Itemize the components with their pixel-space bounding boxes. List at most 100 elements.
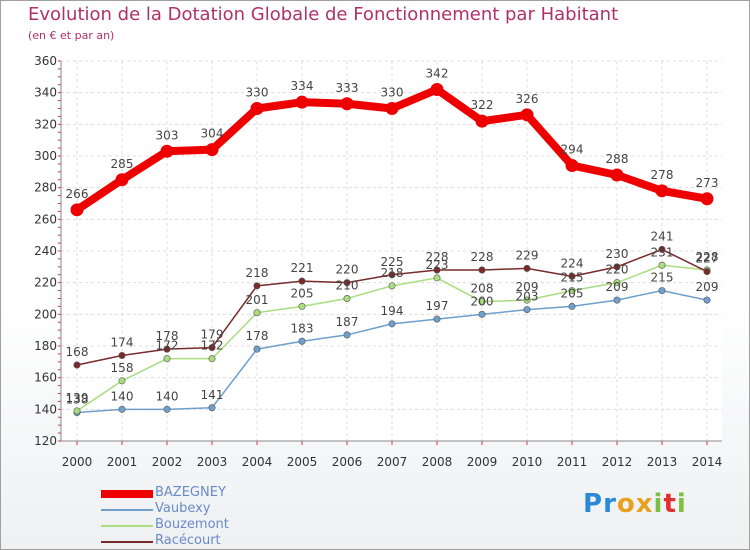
data-label-raccourt: 224	[561, 256, 584, 270]
data-label-bouzemont: 223	[426, 258, 449, 272]
legend-swatch-bouzemont	[101, 525, 153, 527]
legend-label-racecourt: Racécourt	[155, 533, 221, 548]
x-tick-label: 2014	[692, 455, 723, 469]
x-tick-label: 2013	[647, 455, 678, 469]
data-point-raccourt	[388, 271, 396, 279]
data-label-bouzemont: 205	[291, 286, 314, 300]
logo-letter: i	[676, 489, 687, 519]
data-label-raccourt: 179	[201, 328, 224, 342]
data-label-raccourt: 178	[156, 329, 179, 343]
data-point-raccourt	[118, 351, 126, 359]
data-point-bouzemont	[388, 282, 396, 290]
data-point-bouzemont	[433, 274, 441, 282]
data-label-bouzemont: 158	[111, 361, 134, 375]
y-tick-label: 180	[34, 339, 57, 353]
data-label-raccourt: 228	[426, 250, 449, 264]
data-label-bazegney: 266	[66, 187, 89, 201]
x-tick-label: 2006	[332, 455, 363, 469]
chart-title: Evolution de la Dotation Globale de Fonc…	[28, 4, 619, 25]
data-point-raccourt	[253, 282, 261, 290]
x-tick-label: 2005	[287, 455, 318, 469]
data-point-bouzemont	[208, 355, 216, 363]
data-point-raccourt	[568, 272, 576, 280]
logo-letter: i	[653, 489, 664, 519]
data-point-raccourt	[523, 264, 531, 272]
data-label-raccourt: 229	[516, 248, 539, 262]
y-tick-label: 160	[34, 371, 57, 385]
data-point-vaubexy	[703, 296, 711, 304]
logo-letter: P	[583, 489, 604, 519]
data-label-vaubexy: 140	[111, 389, 134, 403]
data-point-vaubexy	[208, 404, 216, 412]
data-label-vaubexy: 200	[471, 294, 494, 308]
data-point-bouzemont	[568, 287, 576, 295]
data-point-bouzemont	[73, 407, 81, 415]
data-label-bouzemont: 218	[381, 266, 404, 280]
legend-item-bazegney: BAZEGNEY	[101, 485, 301, 502]
data-point-bazegney	[205, 143, 219, 157]
x-tick-label: 2009	[467, 455, 498, 469]
data-point-vaubexy	[388, 320, 396, 328]
data-point-bouzemont	[613, 279, 621, 287]
data-point-bouzemont	[118, 377, 126, 385]
data-label-bazegney: 342	[426, 67, 449, 81]
data-label-vaubexy: 197	[426, 299, 449, 313]
data-label-bouzemont: 139	[66, 391, 89, 405]
data-point-bouzemont	[478, 298, 486, 306]
data-point-vaubexy	[253, 345, 261, 353]
proxiti-logo: Proxiti	[583, 489, 687, 519]
data-point-raccourt	[298, 277, 306, 285]
data-label-vaubexy: 209	[606, 280, 629, 294]
data-point-raccourt	[658, 245, 666, 253]
data-label-bouzemont: 172	[201, 339, 224, 353]
data-point-vaubexy	[343, 331, 351, 339]
data-point-vaubexy	[568, 302, 576, 310]
data-label-vaubexy: 205	[561, 286, 584, 300]
data-point-vaubexy	[433, 315, 441, 323]
data-label-bouzemont: 215	[561, 271, 584, 285]
data-point-vaubexy	[118, 405, 126, 413]
data-label-raccourt: 225	[381, 255, 404, 269]
y-tick-label: 220	[34, 276, 57, 290]
chart-subtitle: (en € et par an)	[28, 29, 115, 42]
legend-item-bouzemont: Bouzemont	[101, 517, 301, 534]
data-point-bazegney	[385, 102, 399, 115]
logo-letter: r	[603, 489, 617, 519]
data-label-vaubexy: 183	[291, 321, 314, 335]
data-point-raccourt	[703, 268, 711, 276]
y-tick-label: 140	[34, 402, 57, 416]
data-point-vaubexy	[163, 405, 171, 413]
data-label-bouzemont: 231	[651, 245, 674, 259]
data-point-bazegney	[250, 102, 264, 115]
data-point-raccourt	[343, 279, 351, 287]
data-point-vaubexy	[658, 287, 666, 295]
data-point-bazegney	[610, 168, 624, 182]
y-tick-label: 260	[34, 212, 57, 226]
data-point-raccourt	[208, 344, 216, 352]
x-tick-label: 2001	[107, 455, 138, 469]
x-tick-label: 2002	[152, 455, 183, 469]
data-point-bazegney	[160, 144, 174, 158]
data-label-raccourt: 230	[606, 247, 629, 261]
data-label-bouzemont: 201	[246, 293, 269, 307]
data-label-bazegney: 326	[516, 92, 539, 106]
data-label-bazegney: 273	[696, 176, 719, 190]
data-point-raccourt	[433, 266, 441, 274]
data-point-raccourt	[73, 361, 81, 369]
data-point-bouzemont	[298, 302, 306, 310]
data-label-raccourt: 221	[291, 261, 314, 275]
data-label-vaubexy: 209	[696, 280, 719, 294]
data-label-vaubexy: 203	[516, 290, 539, 304]
data-label-bazegney: 294	[561, 143, 584, 157]
data-point-bouzemont	[343, 294, 351, 302]
x-tick-label: 2004	[242, 455, 273, 469]
data-point-vaubexy	[613, 296, 621, 304]
data-point-vaubexy	[478, 310, 486, 318]
data-point-bouzemont	[163, 355, 171, 363]
data-point-raccourt	[478, 266, 486, 274]
x-tick-label: 2010	[512, 455, 543, 469]
data-label-raccourt: 227	[696, 252, 719, 266]
legend-swatch-racecourt	[101, 541, 153, 543]
legend-item-racecourt: Racécourt	[101, 533, 301, 550]
